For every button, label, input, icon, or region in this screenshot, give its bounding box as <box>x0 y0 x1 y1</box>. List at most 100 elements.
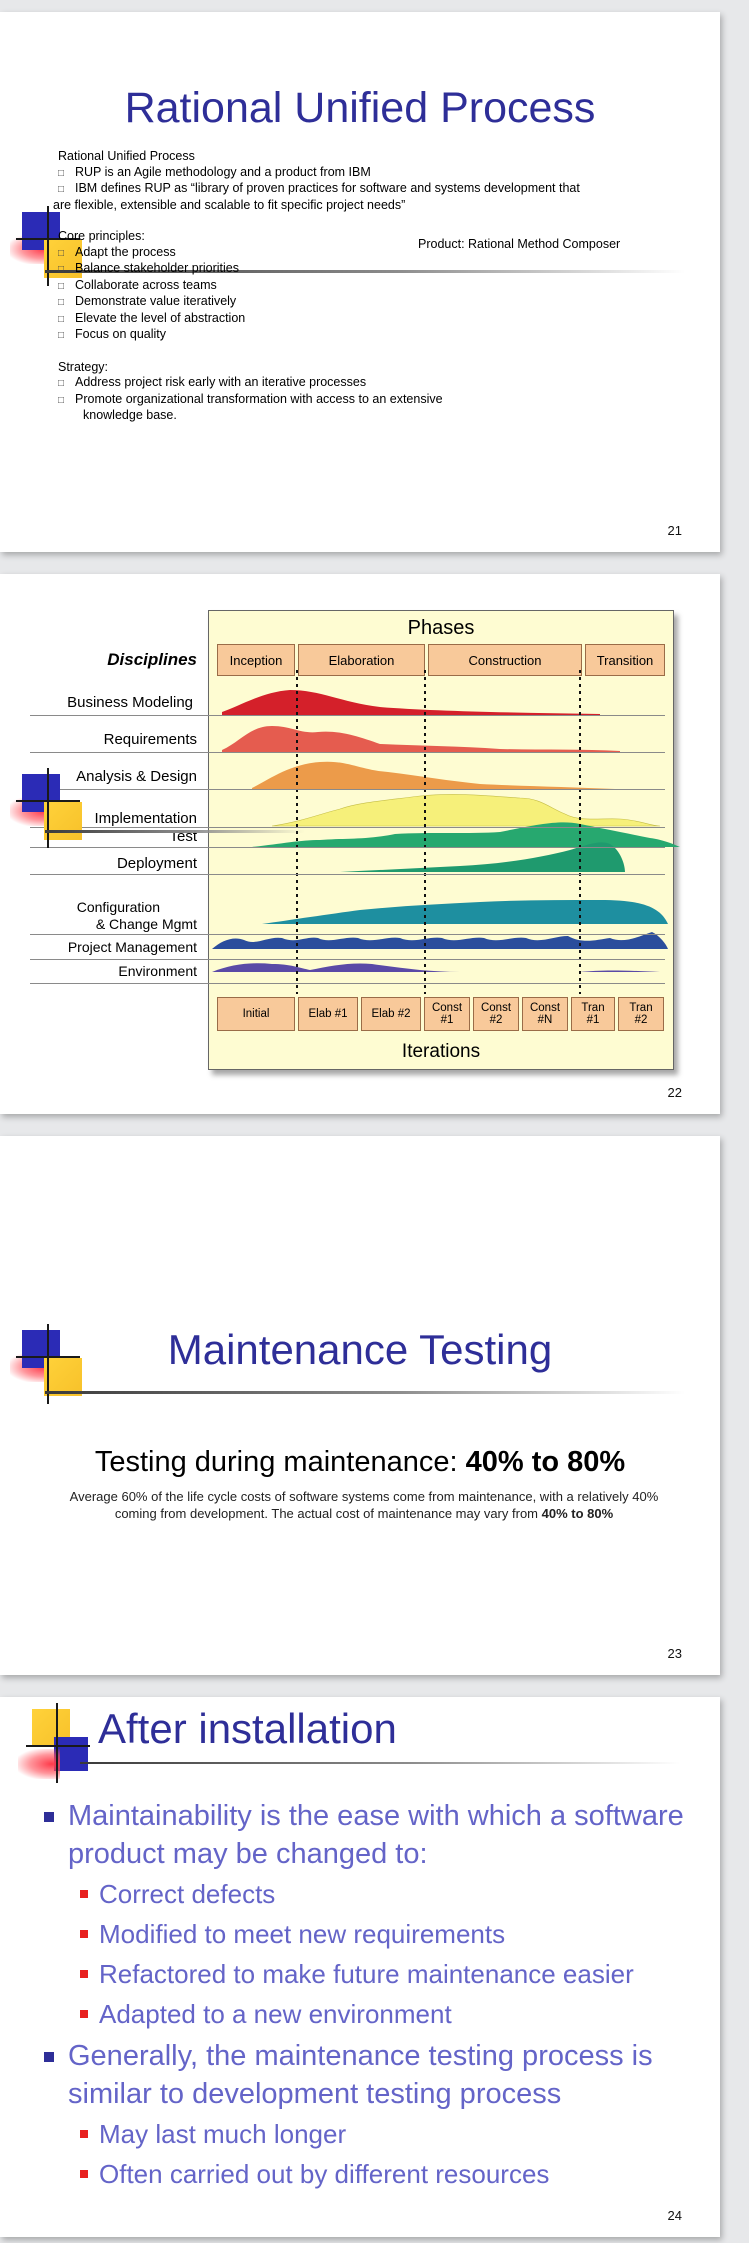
phase-inception: Inception <box>217 644 295 676</box>
iteration-tran-1: Tran #1 <box>571 997 615 1031</box>
slide-23: Maintenance Testing Testing during maint… <box>0 1136 720 1675</box>
list-item: □ Promote organizational transformation w… <box>58 392 658 409</box>
phase-elaboration: Elaboration <box>298 644 425 676</box>
bullet-icon: □ <box>58 247 65 259</box>
slide-body: Rational Unified Process □ RUP is an Agil… <box>53 149 658 424</box>
product-note: Product: Rational Method Composer <box>418 237 621 251</box>
list-item-continuation: knowledge base. <box>83 408 177 422</box>
list-item: Correct defects <box>40 1877 710 1911</box>
iteration-initial: Initial <box>217 997 295 1031</box>
discipline-deployment: Deployment <box>116 855 197 872</box>
discipline-divider <box>30 983 665 984</box>
discipline-project-management: Project Management <box>67 939 197 955</box>
decorative-squares-logo <box>10 1324 92 1410</box>
list-item: Modified to meet new requirements <box>40 1917 710 1951</box>
discipline-requirements: Requirements <box>103 731 197 748</box>
iteration-elab-2: Elab #2 <box>361 997 421 1031</box>
requirements-curve <box>222 726 620 752</box>
page-number: 22 <box>667 1085 682 1100</box>
iteration-elab-1: Elab #1 <box>298 997 358 1031</box>
list-item: □ Focus on quality <box>58 327 658 344</box>
page-number: 21 <box>667 523 682 538</box>
decorative-squares-logo <box>18 1703 102 1789</box>
list-item: □ Balance stakeholder priorities <box>58 261 658 278</box>
decorative-squares-logo <box>10 768 92 854</box>
phases-title: Phases <box>407 617 475 639</box>
bullet-icon: □ <box>58 264 65 275</box>
page-number: 23 <box>667 1646 682 1661</box>
iteration-const-1: Const #1 <box>424 997 470 1031</box>
discipline-divider <box>30 752 665 753</box>
discipline-environment: Environment <box>118 963 197 979</box>
bullet-icon: □ <box>58 394 65 406</box>
section-heading: Testing during maintenance: 40% to 80% <box>94 1446 626 1478</box>
slide-21: Rational Unified Process Rational Unifie… <box>0 12 720 552</box>
iteration-tran-2: Tran #2 <box>618 997 664 1031</box>
implementation-curve <box>271 794 661 827</box>
title-rule <box>45 1391 685 1394</box>
page-number: 24 <box>667 2208 682 2223</box>
title-rule <box>45 270 685 273</box>
config-change-curve <box>262 900 668 924</box>
slide-22: Phases Inception Elaboration Constructio… <box>0 574 720 1114</box>
list-item: □ Address project risk early with an iter… <box>58 375 658 392</box>
phase-construction: Construction <box>428 644 582 676</box>
list-item: May last much longer <box>40 2117 710 2151</box>
discipline-implementation: Implementation <box>94 810 197 827</box>
slide-24: After installation Maintainability is th… <box>0 1697 720 2237</box>
environment-curve <box>212 963 660 972</box>
bullet-icon: □ <box>58 167 65 179</box>
body-paragraph: Average 60% of the life cycle costs of s… <box>69 1489 659 1521</box>
bullet-list: Maintainability is the ease with which a… <box>40 1797 710 2197</box>
title-rule <box>45 830 305 833</box>
bullet-icon: □ <box>58 184 65 195</box>
list-item: □ Elevate the level of abstraction <box>58 311 658 328</box>
discipline-analysis-design: Analysis & Design <box>76 768 197 785</box>
bullet-icon: □ <box>58 297 65 308</box>
bullet-icon: □ <box>58 313 65 325</box>
discipline-divider <box>30 715 665 716</box>
list-item: □ Adapt the process <box>58 245 658 262</box>
discipline-divider <box>30 874 665 875</box>
list-item: Maintainability is the ease with which a… <box>40 1797 710 1873</box>
bullet-icon: □ <box>58 378 65 389</box>
bullet-icon: □ <box>58 330 65 341</box>
list-item: Generally, the maintenance testing proce… <box>40 2037 710 2113</box>
disciplines-heading: Disciplines <box>107 650 197 669</box>
list-item: □ RUP is an Agile methodology and a produ… <box>58 165 658 182</box>
core-heading: Core principles: <box>58 229 145 243</box>
discipline-divider <box>30 827 665 828</box>
bullet-icon: □ <box>58 280 65 292</box>
strategy-heading: Strategy: <box>58 359 109 374</box>
discipline-change-mgmt: & Change Mgmt <box>95 916 197 932</box>
list-item: Adapted to a new environment <box>40 1997 710 2031</box>
list-item: □ Demonstrate value iteratively <box>58 294 658 311</box>
list-item-continuation: are flexible, extensible and scalable to… <box>53 197 406 212</box>
decorative-squares-logo <box>10 206 92 292</box>
iteration-const-2: Const #2 <box>473 997 519 1031</box>
list-item: Often carried out by different resources <box>40 2157 710 2191</box>
list-item: □ Collaborate across teams <box>58 278 658 295</box>
discipline-configuration: Configuration <box>76 899 160 915</box>
slide-title: Maintenance Testing <box>167 1326 553 1373</box>
discipline-divider <box>30 789 665 790</box>
deployment-curve <box>340 842 625 872</box>
workload-curves <box>212 670 680 994</box>
analysis-design-curve <box>252 761 615 790</box>
project-management-curve <box>212 932 668 949</box>
phase-transition: Transition <box>585 644 665 676</box>
iteration-const-n: Const #N <box>522 997 568 1031</box>
list-item: Refactored to make future maintenance ea… <box>40 1957 710 1991</box>
discipline-divider <box>30 959 665 960</box>
discipline-divider <box>30 934 665 935</box>
list-item: □ IBM defines RUP as “library of proven p… <box>58 181 658 198</box>
iterations-title: Iterations <box>401 1041 481 1062</box>
business-modeling-curve <box>222 690 600 715</box>
slide-title: After installation <box>98 1705 397 1752</box>
discipline-divider <box>30 847 665 848</box>
title-rule <box>80 1762 680 1764</box>
discipline-business-modeling: Business Modeling <box>67 694 193 711</box>
test-curve <box>252 822 680 847</box>
intro-heading: Rational Unified Process <box>58 149 195 163</box>
slide-title: Rational Unified Process <box>124 84 596 132</box>
